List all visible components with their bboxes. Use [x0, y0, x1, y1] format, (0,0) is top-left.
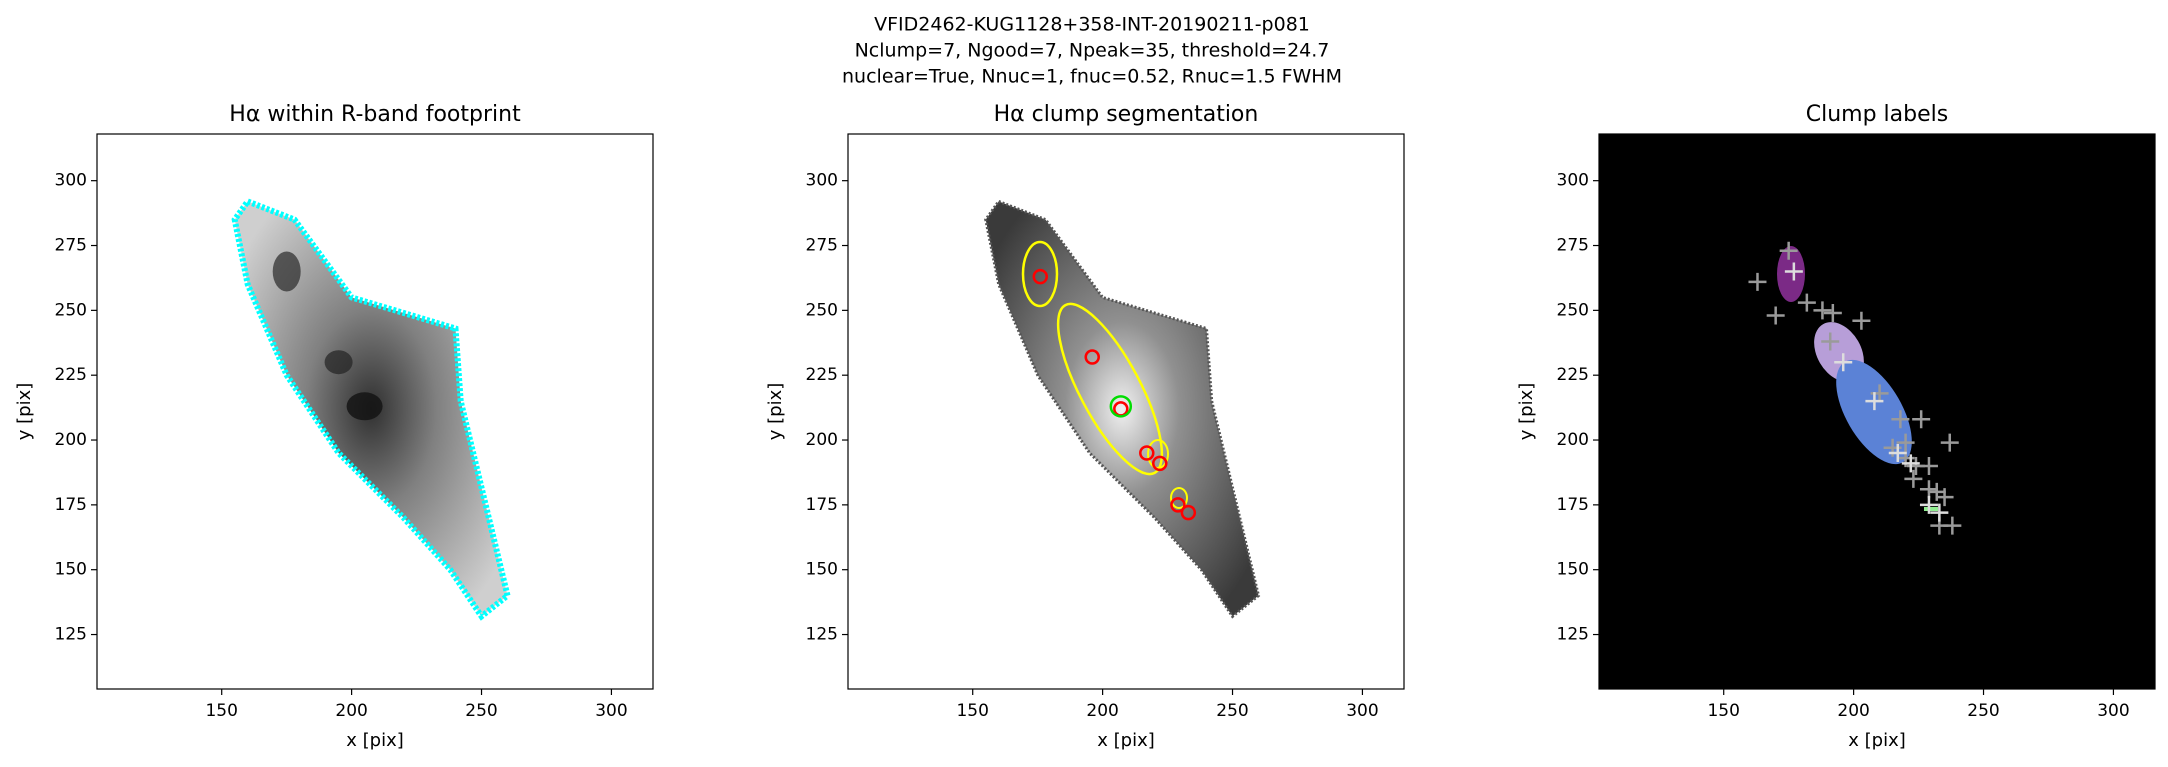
y-tick-label: 275	[55, 236, 87, 256]
peak-marker	[1813, 301, 1832, 320]
y-tick-label: 200	[1557, 430, 1589, 450]
x-axis-label: x [pix]	[1848, 730, 1906, 751]
peak-marker	[1904, 469, 1923, 488]
image-panel	[984, 199, 1261, 619]
core	[272, 251, 301, 292]
axes-frame	[847, 133, 1405, 690]
nucleus-marker	[1109, 395, 1133, 418]
y-tick-label: 300	[1557, 171, 1589, 191]
peak-marker	[1935, 488, 1954, 507]
y-tick-label: 250	[806, 300, 838, 320]
core	[324, 350, 353, 375]
suptitle-line: nuclear=True, Nnuc=1, fnuc=0.52, Rnuc=1.…	[842, 66, 1342, 88]
peak-marker	[1940, 433, 1959, 452]
x-tick-label: 200	[1837, 701, 1869, 721]
y-tick-label: 200	[55, 430, 87, 450]
x-tick-label: 250	[1216, 701, 1248, 721]
suptitle-line: VFID2462-KUG1128+358-INT-20190211-p081	[874, 14, 1310, 36]
peak-marker	[1888, 443, 1907, 462]
x-tick-label: 200	[335, 701, 367, 721]
y-tick-label: 250	[55, 300, 87, 320]
y-tick-label: 150	[1557, 560, 1589, 580]
clump-marker	[1180, 504, 1197, 521]
y-tick-label: 250	[1557, 300, 1589, 320]
x-tick-label: 300	[2097, 701, 2129, 721]
core	[346, 392, 383, 421]
y-axis-label: y [pix]	[765, 383, 786, 441]
x-tick-label: 150	[956, 701, 988, 721]
x-tick-label: 300	[595, 701, 627, 721]
peak-marker	[1943, 516, 1962, 535]
peak-marker	[1784, 262, 1803, 281]
clump-marker	[1152, 455, 1168, 472]
x-axis-label: x [pix]	[1097, 730, 1155, 751]
x-tick-label: 150	[1707, 701, 1739, 721]
peak-marker	[1852, 311, 1871, 330]
y-tick-label: 300	[806, 171, 838, 191]
clump-marker	[1170, 497, 1186, 513]
peak-marker	[1930, 503, 1949, 522]
y-tick-label: 275	[1557, 236, 1589, 256]
contour	[1170, 487, 1188, 509]
axes-title: Clump labels	[1806, 102, 1948, 127]
axes-frame	[96, 133, 654, 690]
peak-marker	[1823, 303, 1842, 322]
clump-marker	[1084, 349, 1100, 365]
peak-marker	[1766, 306, 1785, 325]
peak-marker	[1834, 353, 1853, 372]
y-tick-label: 175	[1557, 495, 1589, 515]
axes-frame	[1598, 133, 2156, 690]
peak-marker	[1797, 293, 1816, 312]
peak-marker	[1748, 272, 1767, 291]
y-tick-label: 200	[806, 430, 838, 450]
contour	[1056, 302, 1164, 476]
y-tick-label: 125	[806, 625, 838, 645]
x-tick-label: 250	[465, 701, 497, 721]
y-tick-label: 175	[806, 495, 838, 515]
x-axis-label: x [pix]	[346, 730, 404, 751]
axes-title: Hα within R-band footprint	[229, 102, 521, 127]
peak-marker	[1919, 456, 1938, 475]
image-panel	[231, 197, 511, 621]
x-tick-label: 150	[205, 701, 237, 721]
suptitle-line: Nclump=7, Ngood=7, Npeak=35, threshold=2…	[855, 40, 1330, 62]
x-tick-label: 200	[1086, 701, 1118, 721]
y-axis-label: y [pix]	[1516, 383, 1537, 441]
contour	[1147, 439, 1169, 469]
y-tick-label: 225	[55, 365, 87, 385]
y-tick-label: 300	[55, 171, 87, 191]
y-tick-label: 275	[806, 236, 838, 256]
image-panel	[1599, 134, 2155, 689]
clump-marker	[1032, 268, 1049, 285]
y-tick-label: 150	[55, 560, 87, 580]
peak-marker	[1891, 410, 1910, 429]
contour	[1021, 240, 1059, 308]
peak-marker	[1865, 392, 1884, 411]
segmentation-image	[984, 199, 1261, 619]
axes-title: Hα clump segmentation	[994, 102, 1259, 127]
peak-marker	[1912, 410, 1931, 429]
label-region	[1777, 246, 1805, 302]
peak-marker	[1919, 480, 1938, 499]
y-axis-label: y [pix]	[14, 383, 35, 441]
peak-marker	[1901, 454, 1920, 473]
y-tick-label: 225	[1557, 365, 1589, 385]
x-tick-label: 300	[1346, 701, 1378, 721]
peak-marker	[1779, 241, 1798, 260]
clump-marker	[1139, 445, 1155, 461]
peak-marker	[1919, 495, 1938, 514]
peak-marker	[1821, 332, 1840, 351]
label-region	[1924, 507, 1938, 511]
label-region	[1836, 359, 1912, 465]
y-tick-label: 125	[1557, 625, 1589, 645]
y-tick-label: 175	[55, 495, 87, 515]
y-tick-label: 125	[55, 625, 87, 645]
y-tick-label: 150	[806, 560, 838, 580]
peak-marker	[1896, 433, 1915, 452]
x-tick-label: 250	[1967, 701, 1999, 721]
y-tick-label: 225	[806, 365, 838, 385]
